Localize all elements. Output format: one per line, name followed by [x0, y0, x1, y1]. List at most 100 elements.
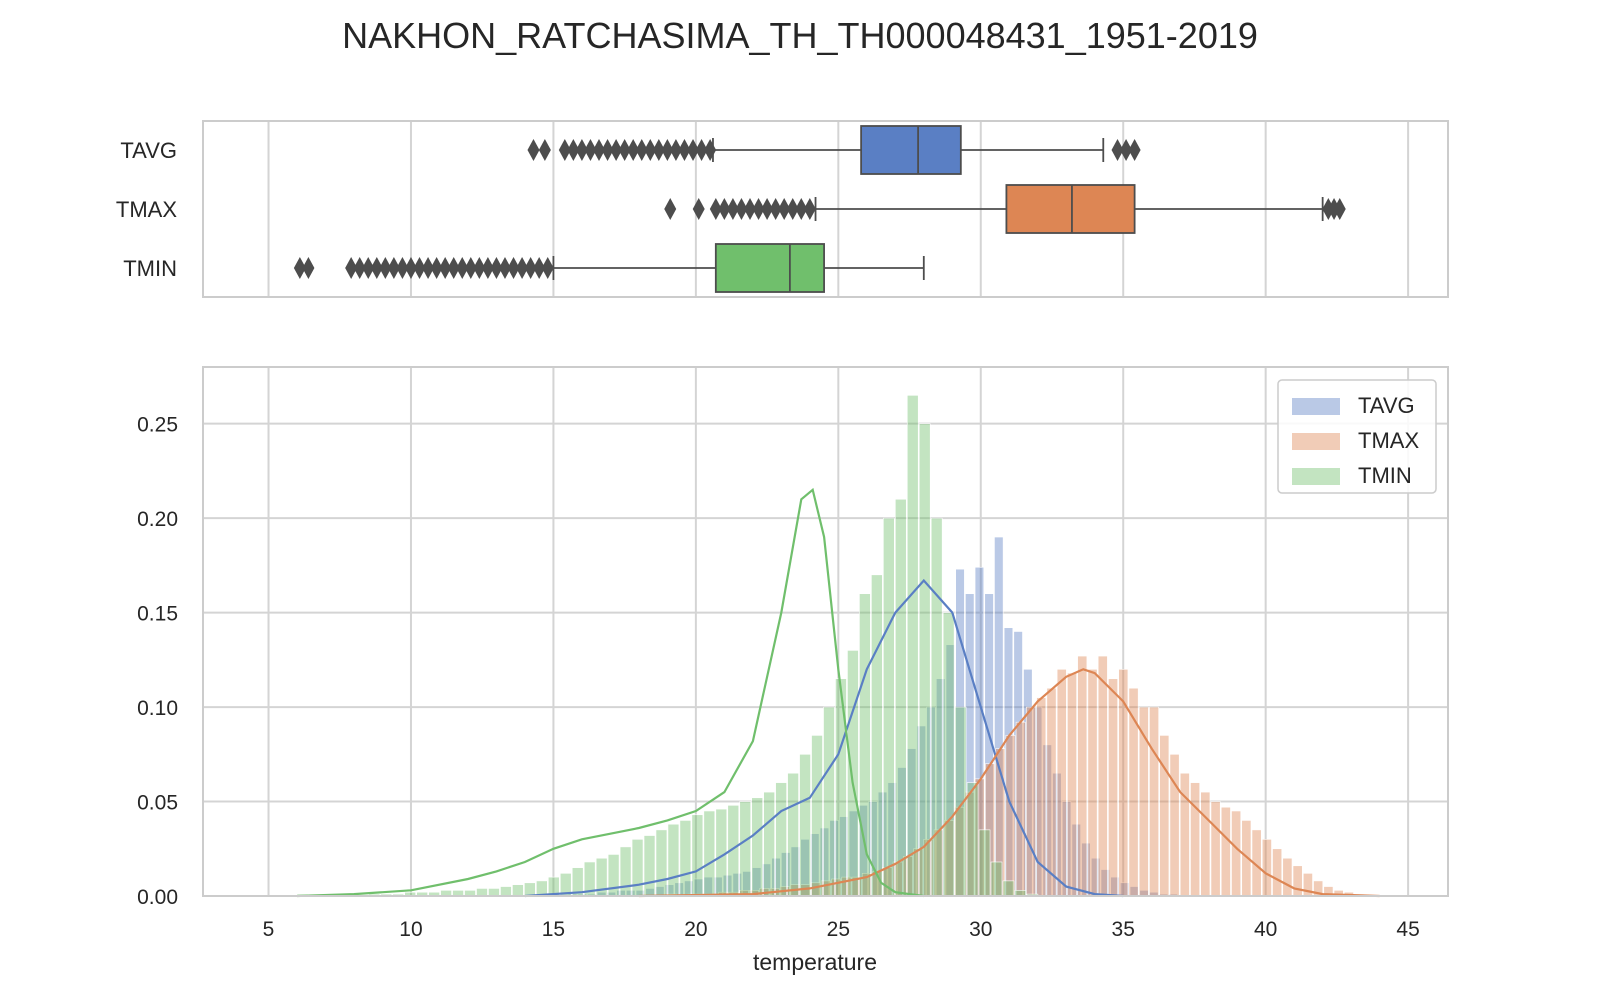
hist-bar	[739, 801, 752, 897]
outlier-marker	[370, 257, 383, 279]
outlier-marker	[1111, 139, 1124, 161]
legend-label: TMAX	[1358, 428, 1419, 453]
hist-bar	[1046, 687, 1057, 897]
outlier-marker	[575, 139, 588, 161]
x-tick-label: 35	[1112, 918, 1135, 941]
kde-line-tmax	[638, 668, 1380, 898]
y-tick-label: 0.10	[137, 697, 178, 720]
x-axis-label: temperature	[753, 949, 877, 975]
y-tick-label: 0.00	[137, 886, 178, 909]
outlier-marker	[527, 139, 540, 161]
outlier-marker	[538, 139, 551, 161]
box-iqr	[714, 243, 825, 293]
outlier-marker	[524, 257, 537, 279]
outlier-marker	[610, 139, 623, 161]
outlier-marker	[704, 139, 717, 161]
outlier-marker	[456, 257, 469, 279]
outlier-marker	[498, 257, 511, 279]
box-category-label: TMIN	[123, 256, 177, 281]
hist-bar	[1231, 810, 1242, 897]
hist-bar	[524, 882, 536, 897]
hist-bar	[1220, 806, 1231, 897]
y-tick-label: 0.15	[137, 603, 178, 626]
outlier-marker	[490, 257, 503, 279]
x-tick-label: 5	[263, 918, 275, 941]
x-tick-label: 40	[1254, 918, 1277, 941]
outlier-marker	[692, 198, 705, 220]
outlier-marker	[726, 198, 739, 220]
outlier-marker	[353, 257, 366, 279]
hist-bar	[942, 612, 955, 897]
hist-bar	[787, 772, 799, 897]
hist-bar	[823, 706, 835, 897]
legend-swatch	[1292, 398, 1340, 415]
hist-bar	[763, 791, 775, 897]
outlier-marker	[362, 257, 375, 279]
hist-bar	[655, 829, 668, 897]
outlier-marker	[795, 198, 808, 220]
legend-label: TAVG	[1358, 393, 1415, 418]
outlier-marker	[1333, 198, 1346, 220]
hist-bar	[930, 517, 943, 897]
outlier-marker	[709, 198, 722, 220]
y-tick-label: 0.20	[137, 508, 178, 531]
outlier-marker	[635, 139, 648, 161]
hist-bar	[1261, 839, 1272, 897]
outlier-marker	[735, 198, 748, 220]
outlier-marker	[293, 257, 306, 279]
hist-bar	[1179, 772, 1190, 897]
hist-bar	[1292, 865, 1303, 897]
hist-bar	[1200, 791, 1211, 897]
hist-bar	[643, 835, 656, 897]
hist-bar	[715, 808, 728, 897]
hist-bar	[619, 846, 632, 897]
hist-bar	[1282, 857, 1293, 897]
outlier-marker	[464, 257, 477, 279]
outlier-marker	[345, 257, 358, 279]
legend-swatch	[1292, 433, 1340, 450]
hist-bar	[883, 517, 895, 897]
outlier-marker	[387, 257, 400, 279]
hist-bar	[978, 829, 991, 897]
hist-bar	[631, 839, 644, 897]
box-tmax: TMAX	[116, 184, 1346, 234]
legend-frame	[1277, 379, 1437, 494]
hist-bar	[1159, 735, 1170, 897]
hist-bar	[691, 814, 704, 897]
outlier-marker	[473, 257, 486, 279]
box-category-label: TAVG	[120, 138, 177, 163]
hist-bar	[1026, 706, 1036, 897]
outlier-marker	[396, 257, 409, 279]
outlier-marker	[507, 257, 520, 279]
hist-bar	[966, 782, 979, 897]
x-tick-label: 45	[1396, 918, 1419, 941]
outlier-marker	[593, 139, 606, 161]
hist-bar	[1056, 668, 1067, 897]
outlier-marker	[379, 257, 392, 279]
histogram-frame	[202, 366, 1449, 897]
hist-bar	[667, 823, 680, 897]
outlier-marker	[744, 198, 757, 220]
hist-bar	[607, 854, 620, 897]
outlier-marker	[404, 257, 417, 279]
hist-bar	[1210, 801, 1221, 897]
outlier-marker	[769, 198, 782, 220]
outlier-marker	[413, 257, 426, 279]
kde-line-tmin	[296, 487, 924, 898]
hist-bar	[1015, 721, 1026, 897]
hist-bar	[1149, 706, 1159, 897]
hist-bar	[918, 423, 931, 897]
outlier-marker	[661, 139, 674, 161]
x-tick-label: 10	[399, 918, 422, 941]
hist-bar	[1272, 848, 1283, 897]
box-iqr	[1005, 184, 1136, 234]
legend-swatch	[1292, 468, 1340, 485]
histogram-panel: 5 10 15 20 25 30 35 40 45 0.00 0.05 0.10 0.15 0.20 0.2…	[137, 366, 1449, 941]
kde-line-tavg	[524, 578, 1124, 898]
hist-bar	[847, 650, 859, 897]
x-tick-label: 15	[542, 918, 565, 941]
box-category-label: TMAX	[116, 197, 177, 222]
outlier-marker	[669, 139, 682, 161]
outlier-marker	[584, 139, 597, 161]
